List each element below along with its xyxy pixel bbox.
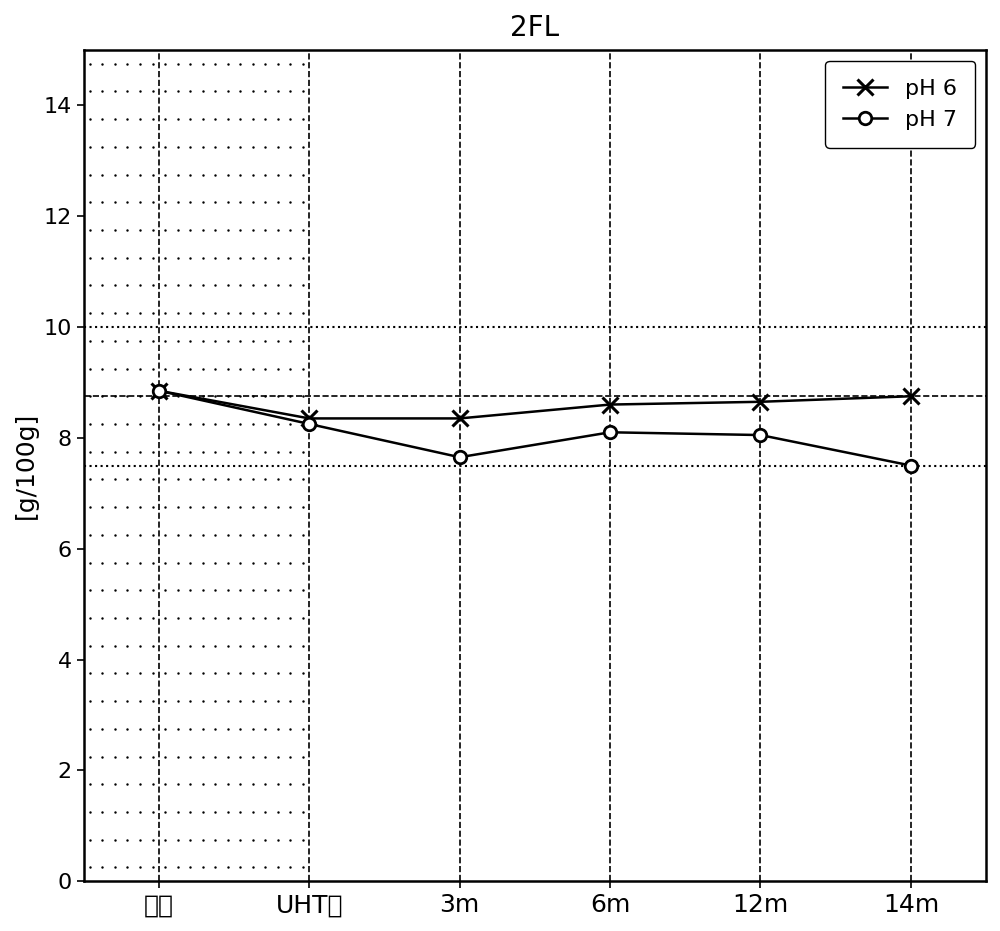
pH 6	[454, 412, 466, 424]
Line: pH 6: pH 6	[151, 383, 919, 426]
pH 6	[303, 412, 315, 424]
pH 6	[754, 397, 766, 408]
Line: pH 7: pH 7	[153, 385, 917, 472]
pH 7	[754, 429, 766, 440]
pH 7	[604, 426, 616, 438]
pH 7	[454, 452, 466, 463]
pH 7	[303, 418, 315, 429]
pH 7	[905, 460, 917, 471]
pH 7	[153, 385, 165, 397]
pH 6	[153, 385, 165, 397]
Legend: pH 6, pH 7: pH 6, pH 7	[825, 61, 975, 147]
pH 6	[604, 399, 616, 411]
Bar	[84, 49, 309, 882]
Title: 2FL: 2FL	[510, 14, 559, 42]
Y-axis label: [g/100g]: [g/100g]	[14, 412, 38, 519]
pH 6	[905, 391, 917, 402]
